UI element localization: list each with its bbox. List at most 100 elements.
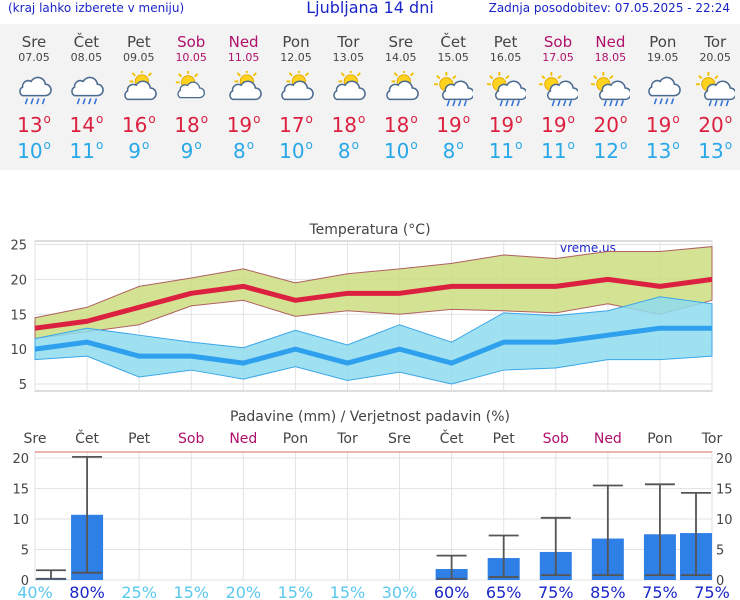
precipitation-day-label: Tor — [701, 431, 723, 447]
precipitation-probability-label: 25% — [121, 583, 157, 600]
precipitation-day-label: Ned — [229, 431, 257, 447]
sun-rain-icon — [584, 71, 636, 107]
temperature-tick-label: 25 — [10, 238, 27, 253]
temperature-tick-label: 15 — [10, 308, 27, 323]
day-date: 11.05 — [227, 51, 260, 64]
cloud-rain-icon — [60, 71, 112, 107]
day-date: 17.05 — [542, 51, 574, 64]
partly-cloudy-icon — [218, 71, 270, 107]
location-menu-note[interactable]: (kraj lahko izberete v meniju) — [8, 1, 185, 15]
day-date: 19.05 — [647, 51, 679, 64]
day-date: 16.05 — [489, 51, 522, 64]
precipitation-probability-label: 75% — [642, 583, 678, 600]
day-date: 09.05 — [123, 51, 155, 64]
partly-cloudy-icon — [113, 71, 165, 107]
min-temperature: 9o — [128, 138, 150, 163]
precipitation-probability-label: 20% — [226, 583, 262, 600]
precipitation-probability-label: 75% — [538, 583, 574, 600]
cloud-rain-icon — [8, 71, 60, 107]
day-date: 15.05 — [437, 51, 469, 64]
day-column: Ned 18.05 20o 12o — [584, 24, 636, 164]
day-column: Pet 09.05 16o 9o — [113, 24, 165, 164]
day-name: Čet — [440, 33, 466, 51]
max-temperature: 14o — [69, 112, 104, 137]
forecast-charts: 5 10 15 20 25 Temperatura (°C) vreme.us Padavin… — [10, 222, 733, 600]
day-column: Čet 08.05 14o 11o — [60, 24, 112, 164]
day-date: 20.05 — [699, 51, 731, 64]
precipitation-day-label: Sre — [24, 431, 47, 447]
sun-rain-icon — [532, 71, 584, 107]
max-temperature: 20o — [593, 112, 628, 137]
day-column: Sre 07.05 13o 10o — [8, 24, 60, 164]
precipitation-tick-label-left: 15 — [12, 483, 29, 498]
precipitation-tick-label-left: 20 — [12, 452, 29, 467]
precipitation-tick-label-left: 0 — [21, 574, 29, 589]
precipitation-probability-label: 30% — [382, 583, 418, 600]
max-temperature: 18o — [331, 112, 366, 137]
day-name: Ned — [595, 33, 626, 51]
precipitation-day-label: Sob — [178, 431, 204, 447]
precipitation-tick-label-left: 10 — [12, 513, 29, 528]
day-date: 18.05 — [594, 51, 627, 64]
precipitation-tick-label-right: 15 — [716, 483, 733, 498]
precipitation-probability-label: 85% — [590, 583, 626, 600]
sun-cloud-icon — [165, 71, 217, 107]
day-date: 13.05 — [332, 51, 365, 64]
day-column: Pet 16.05 19o 11o — [480, 24, 532, 164]
max-temperature: 13o — [17, 112, 51, 137]
precipitation-probability-label: 75% — [694, 583, 730, 600]
day-column: Tor 20.05 20o 13o — [689, 24, 740, 164]
day-date: 07.05 — [18, 51, 50, 64]
day-name: Sob — [177, 33, 206, 51]
day-name: Pon — [649, 33, 677, 51]
min-temperature: 13o — [645, 138, 680, 163]
watermark: vreme.us — [560, 241, 616, 255]
last-updated-text: Zadnja posodobitev: 07.05.2025 - 22:24 — [488, 1, 730, 15]
min-temperature: 9o — [180, 138, 202, 163]
min-temperature: 10o — [279, 138, 313, 163]
temperature-tick-label: 5 — [19, 378, 27, 393]
precipitation-day-label: Pet — [493, 431, 516, 447]
min-temperature: 10o — [17, 138, 51, 163]
day-column: Sob 17.05 19o 11o — [532, 24, 584, 164]
sun-rain-icon — [427, 71, 479, 107]
max-temperature: 19o — [488, 112, 523, 137]
day-name: Pon — [282, 33, 310, 51]
precipitation-tick-label-left: 5 — [21, 544, 29, 559]
max-temperature: 16o — [121, 112, 156, 137]
day-name: Čet — [73, 33, 100, 51]
max-temperature: 19o — [541, 112, 575, 137]
day-name: Tor — [704, 33, 727, 51]
precipitation-tick-label-right: 0 — [716, 574, 724, 589]
max-temperature: 20o — [698, 112, 733, 137]
precipitation-day-label: Pet — [128, 431, 151, 447]
day-name: Sre — [21, 33, 47, 51]
day-name: Pet — [493, 33, 518, 51]
precipitation-tick-label-right: 5 — [716, 544, 724, 559]
max-temperature: 17o — [279, 112, 313, 137]
precipitation-tick-label-right: 20 — [716, 452, 733, 467]
precipitation-day-label: Sre — [388, 431, 411, 447]
day-column: Ned 11.05 19o 8o — [218, 24, 270, 164]
precipitation-day-label: Čet — [75, 429, 99, 447]
page-title: Ljubljana 14 dni — [306, 0, 434, 17]
sun-rain-icon — [480, 71, 532, 107]
partly-cloudy-icon — [322, 71, 374, 107]
precipitation-day-label: Pon — [647, 431, 672, 447]
temperature-chart-title: Temperatura (°C) — [308, 222, 430, 238]
min-temperature: 8o — [233, 138, 255, 163]
precipitation-day-label: Ned — [594, 431, 622, 447]
temperature-tick-label: 20 — [10, 273, 27, 288]
top-bar: (kraj lahko izberete v meniju) Ljubljana… — [0, 0, 740, 20]
sun-rain-icon — [689, 71, 740, 107]
precipitation-probability-label: 15% — [278, 583, 314, 600]
precipitation-day-label: Pon — [283, 431, 308, 447]
day-column: Pon 12.05 17o 10o — [270, 24, 322, 164]
min-temperature: 11o — [541, 138, 575, 163]
precipitation-probability-label: 80% — [69, 583, 105, 600]
max-temperature: 19o — [436, 112, 471, 137]
min-temperature: 11o — [69, 138, 104, 163]
max-temperature: 19o — [226, 112, 261, 137]
max-temperature: 18o — [383, 112, 418, 137]
precipitation-probability-label: 60% — [434, 583, 470, 600]
